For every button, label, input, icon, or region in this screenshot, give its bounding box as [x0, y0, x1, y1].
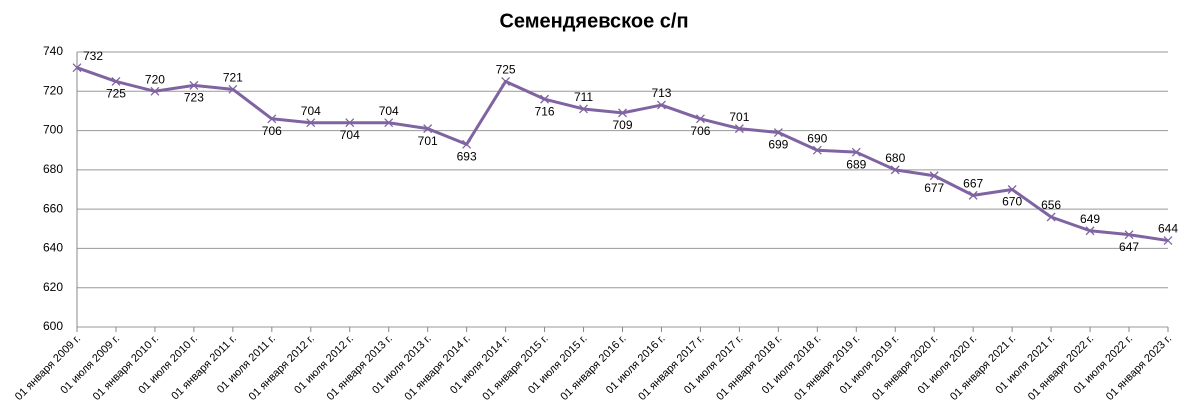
y-tick-label: 620 [43, 280, 63, 294]
y-tick-label: 720 [43, 83, 63, 97]
y-tick-label: 740 [43, 44, 63, 58]
marker [150, 86, 160, 96]
marker [423, 124, 433, 134]
marker [851, 147, 861, 157]
data-line [76, 66, 1169, 243]
data-label: 711 [574, 90, 593, 104]
data-label: 704 [340, 128, 360, 142]
marker [657, 100, 666, 110]
data-label: 701 [418, 134, 438, 148]
data-label: 670 [1002, 195, 1022, 209]
data-label: 709 [612, 118, 632, 132]
data-label: 713 [651, 86, 671, 100]
y-tick-label: 700 [43, 123, 63, 137]
data-label: 680 [885, 151, 905, 165]
marker [1007, 185, 1017, 194]
marker [189, 80, 199, 90]
data-label: 723 [184, 91, 204, 105]
data-label: 701 [729, 110, 749, 124]
marker [579, 104, 588, 114]
marker [462, 139, 472, 149]
marker [111, 77, 121, 86]
data-label: 649 [1080, 212, 1100, 226]
y-tick-label: 660 [43, 201, 63, 215]
marker [345, 118, 355, 128]
y-tick-label: 640 [43, 241, 63, 255]
data-label: 689 [846, 157, 866, 171]
marker [1124, 230, 1134, 240]
data-label: 704 [301, 104, 321, 118]
data-label: 690 [807, 131, 827, 145]
x-tick-label: 01 января 2019 г. [792, 333, 862, 403]
marker [1163, 236, 1173, 246]
data-label: 667 [963, 177, 983, 191]
marker [812, 145, 822, 155]
marker [306, 118, 316, 128]
data-label: 725 [496, 63, 516, 77]
y-tick-label: 680 [43, 162, 63, 176]
data-label: 656 [1041, 198, 1061, 212]
marker [773, 128, 783, 137]
x-tick-label: 01 января 2010 г. [91, 333, 161, 403]
x-tick-label: 01 января 2015 г. [480, 333, 550, 403]
x-tick-label: 01 января 2023 г. [1104, 333, 1174, 403]
x-tick-label: 01 января 2020 г. [870, 333, 940, 403]
data-label: 693 [457, 149, 477, 163]
data-label: 647 [1119, 240, 1139, 254]
data-label: 716 [535, 104, 555, 118]
marker [1046, 212, 1056, 222]
marker [968, 190, 978, 200]
x-tick-label: 01 января 2013 г. [325, 333, 395, 403]
x-tick-label: 01 января 2012 г. [247, 333, 317, 403]
data-label: 644 [1158, 222, 1178, 236]
y-tick-label: 600 [43, 319, 63, 333]
data-label: 706 [262, 124, 282, 138]
data-label: 732 [83, 49, 103, 63]
marker [384, 118, 394, 128]
x-tick-label: 01 января 2018 г. [714, 333, 784, 403]
data-label: 677 [924, 181, 944, 195]
data-label: 720 [145, 72, 165, 86]
data-label: 721 [223, 70, 243, 84]
marker [72, 63, 82, 73]
marker [267, 114, 277, 124]
x-tick-label: 01 января 2014 г. [403, 333, 473, 403]
x-tick-label: 01 января 2022 г. [1026, 333, 1096, 403]
x-tick-label: 01 января 2016 г. [558, 333, 628, 403]
x-tick-label: 01 января 2009 г. [13, 333, 83, 403]
data-label: 699 [768, 138, 788, 152]
marker [1085, 226, 1095, 236]
marker [695, 114, 705, 124]
marker [734, 124, 744, 134]
marker [929, 171, 939, 181]
data-label: 706 [690, 124, 710, 138]
marker [228, 84, 238, 94]
chart-title: Семендяевское с/п [499, 10, 688, 32]
marker [540, 94, 550, 104]
data-label: 725 [106, 87, 126, 101]
x-tick-label: 01 января 2017 г. [636, 333, 706, 403]
marker [501, 77, 511, 86]
x-tick-label: 01 января 2021 г. [948, 333, 1018, 403]
marker [618, 108, 627, 118]
data-label: 704 [379, 104, 399, 118]
marker [890, 165, 900, 175]
